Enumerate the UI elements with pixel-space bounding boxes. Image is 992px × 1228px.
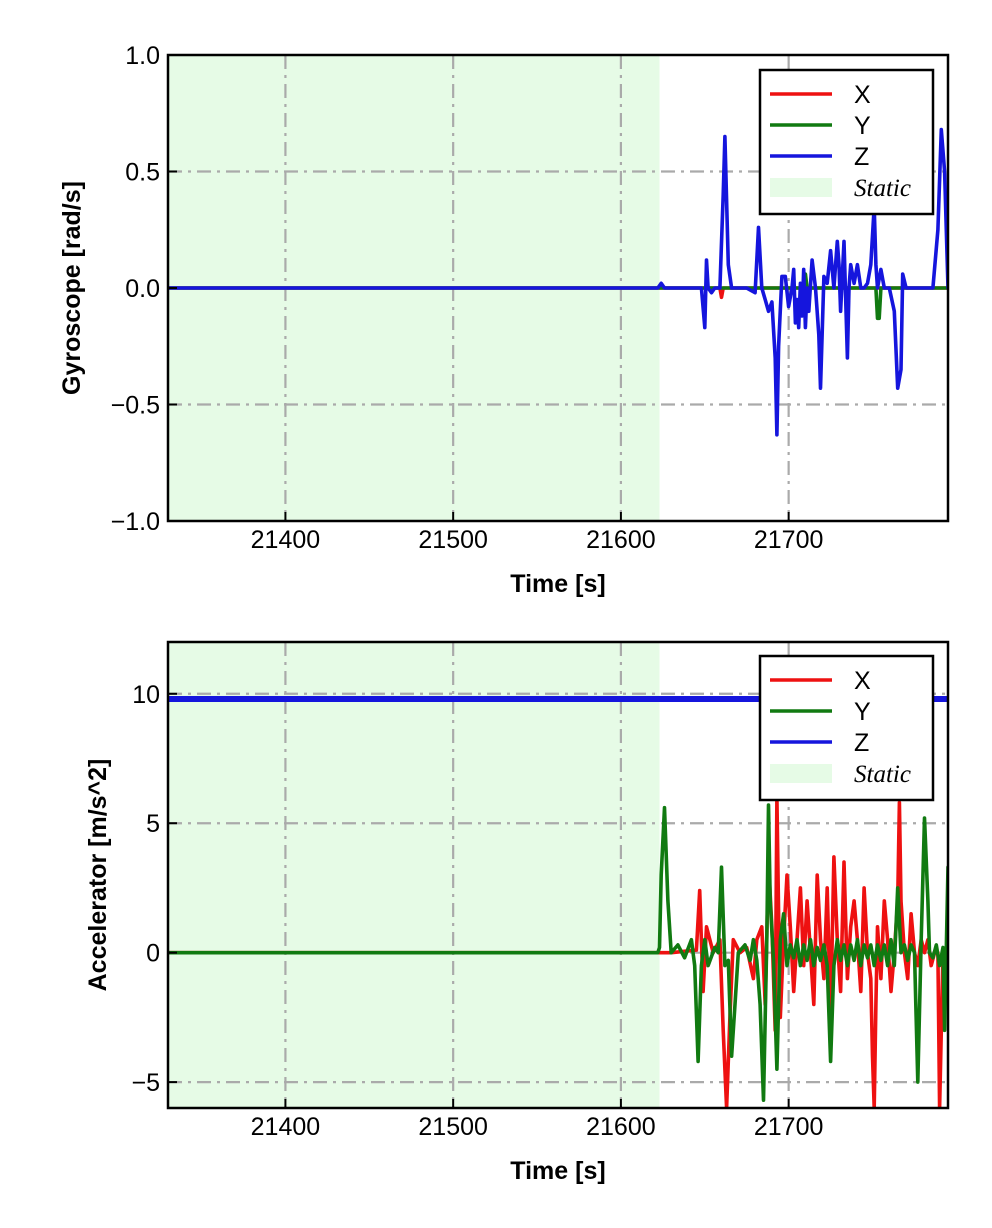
gyroscope-y-tick-label: −1.0 xyxy=(111,508,160,536)
gyroscope-legend-label-y: Y xyxy=(854,112,871,140)
gyroscope-series-z xyxy=(168,127,948,437)
accelerator-y-tick-label: 10 xyxy=(132,681,160,709)
accelerator-x-tick-label: 21400 xyxy=(251,1113,321,1141)
gyroscope-y-tick-label: 0.5 xyxy=(125,159,160,187)
gyroscope-x-tick-label: 21400 xyxy=(251,526,321,554)
gyroscope-legend-label-static: Static xyxy=(854,175,911,202)
gyroscope-y-tick-label: −0.5 xyxy=(111,392,160,420)
accelerator-legend-swatch-static xyxy=(770,764,832,783)
gyroscope-y-tick-label: 0.0 xyxy=(125,275,160,303)
accelerator-y-tick-label: 5 xyxy=(146,810,160,838)
gyroscope-y-tick-label: 1.0 xyxy=(125,42,160,70)
accelerator-x-tick-label: 21700 xyxy=(754,1113,824,1141)
accelerator-legend-label-static: Static xyxy=(854,761,911,788)
accelerator-x-tick-label: 21500 xyxy=(418,1113,488,1141)
accelerator-y-axis-label: Accelerator [m/s^2] xyxy=(84,759,112,992)
gyroscope-x-axis-label: Time [s] xyxy=(510,570,605,598)
accelerator-y-tick-label: −5 xyxy=(131,1069,160,1097)
accelerator-static-region xyxy=(168,642,660,1108)
gyroscope-legend-swatch-static xyxy=(770,178,832,197)
gyroscope-legend-label-z: Z xyxy=(854,143,869,171)
accelerator-chart: 21400 21500 21600 21700 10 5 0 −5 Time [s] Acce… xyxy=(84,640,950,1185)
accelerator-legend-label-y: Y xyxy=(854,698,871,726)
gyroscope-x-tick-label: 21500 xyxy=(418,526,488,554)
accelerator-x-axis-label: Time [s] xyxy=(510,1157,605,1185)
accelerator-series-y xyxy=(168,803,948,1102)
gyroscope-x-tick-label: 21600 xyxy=(586,526,656,554)
accelerator-x-tick-label: 21600 xyxy=(586,1113,656,1141)
accelerator-legend-label-x: X xyxy=(854,667,871,695)
gyroscope-chart: 21400 21500 21600 21700 1.0 0.5 0.0 −0.5 −1.0 Ti… xyxy=(58,42,950,598)
gyroscope-y-axis-label: Gyroscope [rad/s] xyxy=(58,181,86,395)
gyroscope-x-tick-label: 21700 xyxy=(754,526,824,554)
accelerator-legend-label-z: Z xyxy=(854,729,869,757)
accelerator-plot-frame xyxy=(166,640,950,1110)
accelerator-y-tick-label: 0 xyxy=(146,940,160,968)
gyroscope-legend-label-x: X xyxy=(854,81,871,109)
